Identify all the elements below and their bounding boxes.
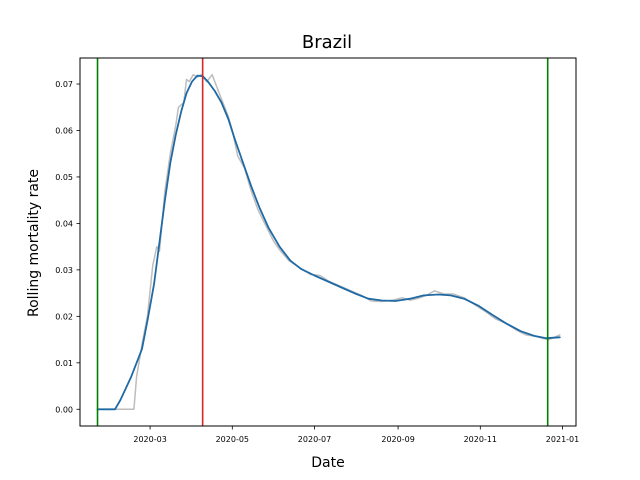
x-axis: 2020-03 2020-05 2020-07 2020-09 2020-11 2021-… bbox=[133, 426, 579, 444]
x-tick-label: 2020-11 bbox=[464, 435, 497, 444]
x-tick-label: 2020-07 bbox=[298, 435, 331, 444]
y-tick-label: 0.02 bbox=[55, 312, 73, 321]
y-axis: 0.00 0.01 0.02 0.03 0.04 0.05 0.06 0.07 bbox=[55, 80, 80, 414]
y-tick-label: 0.05 bbox=[55, 173, 73, 182]
x-tick-label: 2020-09 bbox=[381, 435, 414, 444]
x-axis-label: Date bbox=[311, 455, 344, 471]
chart-title: Brazil bbox=[302, 32, 352, 53]
smoothed-series-layer bbox=[96, 74, 561, 411]
y-tick-label: 0.07 bbox=[55, 80, 73, 89]
x-tick-label: 2021-01 bbox=[546, 435, 579, 444]
x-tick-label: 2020-05 bbox=[216, 435, 249, 444]
y-tick-label: 0.00 bbox=[55, 405, 73, 414]
y-tick-label: 0.01 bbox=[55, 359, 73, 368]
y-tick-label: 0.06 bbox=[55, 126, 73, 135]
y-tick-label: 0.04 bbox=[55, 219, 73, 228]
plot-area bbox=[79, 57, 577, 427]
y-axis-label: Rolling mortality rate bbox=[26, 169, 42, 317]
plot-background bbox=[80, 58, 576, 426]
reference-lines-layer bbox=[96, 58, 549, 426]
x-tick-label: 2020-03 bbox=[133, 435, 166, 444]
smoothed-mortality-line bbox=[96, 74, 561, 411]
plot-frame bbox=[79, 57, 577, 427]
y-tick-label: 0.03 bbox=[55, 266, 73, 275]
